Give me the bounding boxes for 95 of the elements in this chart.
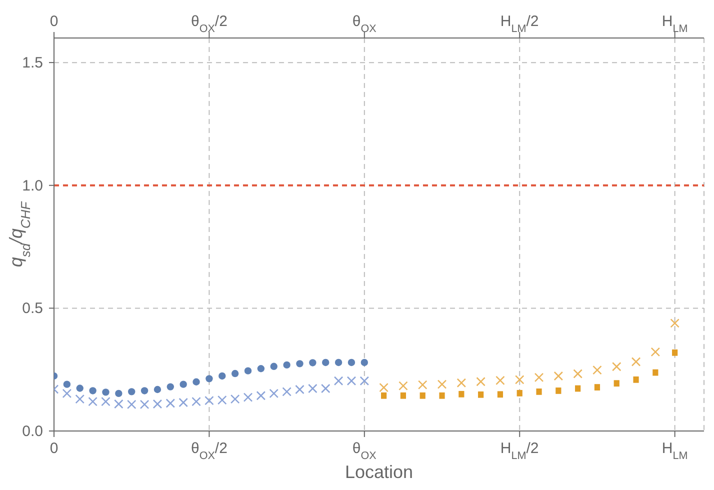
point [140,400,150,410]
point [154,386,162,394]
point [231,370,239,378]
point [308,384,318,394]
x-tick-label: 0 [50,13,58,30]
point [400,392,406,399]
x-axis-title: Location [344,462,414,482]
y-tick-label: 1.5 [22,54,43,72]
point [334,358,342,366]
point [612,362,622,372]
point [478,391,484,398]
category-label: θ$_{OX}$/2 [190,440,228,462]
x-tick-label: θ$_{OX}$ [352,13,376,35]
point [381,392,387,399]
point [230,394,240,404]
y-tick-label: 0.5 [22,300,43,318]
point [536,388,542,395]
point [650,347,660,357]
point [516,390,522,396]
category-label: H$_{LM}$ [662,440,688,462]
point [115,390,122,398]
point [206,375,213,382]
point [63,380,71,388]
point [257,365,265,372]
point [437,380,447,389]
point [270,362,278,370]
point [633,376,639,383]
point [295,384,304,394]
point [62,388,72,398]
point [166,383,174,390]
point [672,349,678,356]
point [631,357,641,366]
point [152,399,162,409]
point [244,367,252,374]
point [534,372,544,382]
category-label: H$_{LM}$/2 [500,440,539,462]
point [114,399,124,409]
point [102,388,110,396]
point [218,372,226,380]
point [476,376,486,386]
y-tick-label: 0.0 [22,423,43,440]
point [76,384,84,392]
point [514,375,524,384]
category-label: 0 [50,440,58,457]
x-tick-label: H$_{LM}$ [662,13,688,35]
point [166,398,176,408]
point [204,396,214,406]
point [456,378,466,388]
point [348,358,356,366]
x-tick-label: θ$_{OX}$/2 [190,13,228,35]
point [180,380,187,388]
point [379,382,388,392]
x-tick-label: H$_{LM}$/2 [500,13,539,35]
point [439,392,445,399]
point [594,384,600,390]
point [320,384,330,394]
point [256,390,266,400]
point [296,360,304,368]
point [192,378,200,386]
y-tick-label: 1.0 [22,177,43,194]
point [360,358,368,366]
point [89,387,96,394]
category-label: θ$_{OX}$ [352,440,376,462]
point [496,376,505,386]
point [614,380,620,387]
point [554,371,564,381]
point [458,390,464,398]
point [309,359,316,366]
point [88,396,98,406]
point [140,387,148,394]
point [420,392,426,399]
point [575,385,581,392]
point [282,387,292,396]
point [652,369,658,376]
point [346,376,356,386]
point [334,376,344,386]
point [178,398,188,408]
point [398,381,408,390]
point [497,391,504,398]
point [573,369,582,378]
point [670,318,680,328]
point [556,388,562,394]
point [360,376,370,386]
point [243,392,253,402]
point [128,388,136,396]
point [192,396,201,406]
point [101,396,110,406]
point [283,361,290,369]
point [322,358,330,366]
point [126,400,136,410]
point [418,380,428,390]
point [592,365,602,375]
point [217,395,227,405]
point [269,388,279,398]
point [75,394,85,404]
